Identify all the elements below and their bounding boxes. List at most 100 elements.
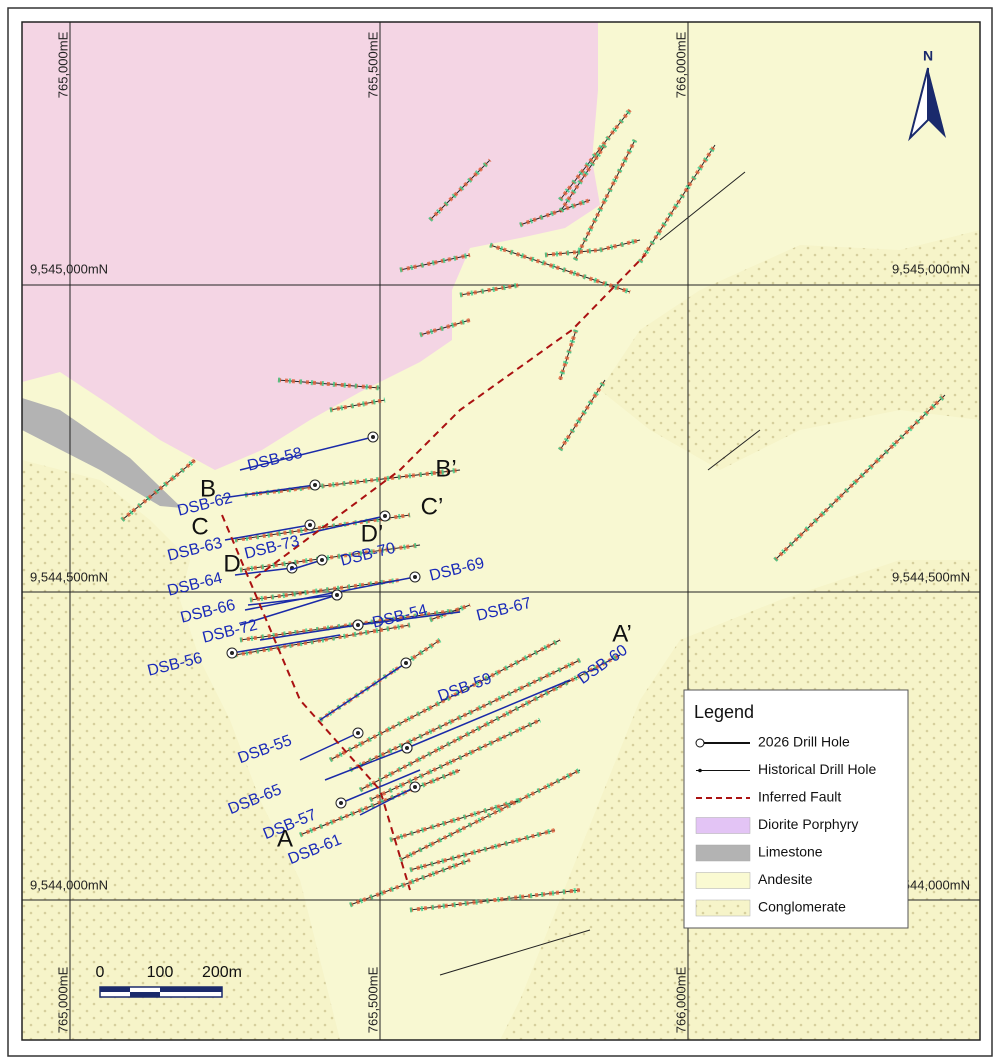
assay-intervals	[558, 108, 632, 202]
planned-hole	[224, 524, 311, 541]
legend-label: Historical Drill Hole	[758, 761, 876, 777]
drill-holes	[120, 108, 947, 976]
assay-intervals	[419, 318, 471, 337]
collar-dot	[308, 523, 312, 527]
north-label: N	[923, 48, 933, 64]
section-label: A	[277, 825, 293, 852]
northing-label: 9,544,000mN	[30, 877, 108, 892]
legend-label: Conglomerate	[758, 899, 846, 915]
collar-dot	[413, 575, 417, 579]
historical-hole	[489, 244, 631, 293]
planned-hole	[324, 747, 408, 781]
legend-title: Legend	[694, 702, 754, 722]
assay-intervals	[558, 329, 578, 381]
assay-intervals	[557, 143, 608, 214]
easting-label: 765,000mE	[55, 966, 70, 1033]
assay-intervals	[544, 248, 601, 257]
assay-intervals	[519, 198, 591, 227]
scale-label: 200m	[202, 964, 242, 981]
map-frame	[21, 21, 981, 1041]
collar-dot	[413, 785, 417, 789]
assay-intervals	[120, 458, 197, 522]
collar-dot	[405, 746, 409, 750]
easting-label: 766,000mE	[673, 31, 688, 98]
assay-intervals	[429, 603, 471, 622]
planned-hole	[259, 624, 359, 641]
section-label: C	[191, 513, 208, 540]
collar-dot	[404, 661, 408, 665]
assay-intervals	[459, 283, 521, 297]
assay-intervals	[572, 138, 638, 262]
planned-hole	[239, 436, 374, 471]
scale-segment	[160, 987, 222, 992]
assay-intervals	[277, 378, 381, 390]
assay-intervals	[599, 237, 641, 253]
assay-intervals	[239, 607, 461, 643]
planned-hole	[239, 594, 338, 626]
assay-intervals	[234, 623, 411, 657]
inferred-fault	[221, 254, 646, 891]
northing-label: 9,544,500mN	[892, 569, 970, 584]
assay-intervals	[409, 888, 581, 912]
scale-label: 100	[147, 964, 174, 981]
easting-label: 766,000mE	[673, 966, 688, 1033]
assay-intervals	[239, 543, 421, 572]
collar-dot	[371, 435, 375, 439]
easting-label: 765,500mE	[365, 31, 380, 98]
limestone	[22, 398, 182, 508]
planned-hole	[231, 634, 341, 654]
section-label: B	[200, 475, 216, 502]
assay-intervals	[244, 468, 461, 497]
assay-intervals	[239, 608, 461, 642]
assay-intervals	[519, 197, 591, 228]
planned-hole	[357, 611, 461, 626]
assay-intervals	[637, 143, 718, 264]
section-label: D’	[361, 520, 384, 547]
planned-hole	[340, 769, 421, 804]
collar-dot	[230, 651, 234, 655]
assay-intervals	[329, 638, 561, 762]
section-label: C’	[421, 493, 444, 520]
historical-hole	[359, 654, 621, 791]
assay-intervals	[369, 718, 541, 802]
assay-intervals	[428, 158, 492, 222]
north-arrow-right	[928, 68, 946, 138]
scale-bar: 0 100 200m	[96, 964, 242, 998]
collar-dot	[335, 593, 339, 597]
legend-swatch	[698, 768, 702, 773]
legend-label: Andesite	[758, 871, 813, 887]
legend-label: 2026 Drill Hole	[758, 734, 850, 750]
collar-dot	[339, 801, 343, 805]
assay-intervals	[299, 767, 461, 838]
collar-dot	[313, 483, 317, 487]
assay-intervals	[234, 622, 411, 658]
planned-hole	[289, 559, 323, 571]
section-label: D	[223, 550, 240, 577]
legend-swatch	[695, 817, 751, 834]
historical-hole	[707, 429, 761, 471]
collar-dot	[356, 623, 360, 627]
historical-hole	[659, 171, 746, 241]
assay-intervals	[773, 393, 947, 562]
scale-segment	[100, 987, 130, 992]
historical-hole	[409, 829, 556, 871]
planned-hole	[359, 786, 416, 816]
assay-intervals	[399, 253, 471, 272]
legend-swatch	[695, 844, 751, 862]
assay-intervals	[329, 398, 386, 412]
planned-hole	[299, 515, 386, 536]
northing-label: 9,544,000mN	[892, 877, 970, 892]
easting-label: 765,500mE	[365, 966, 380, 1033]
collar-dot	[320, 558, 324, 562]
northing-label: 9,545,000mN	[30, 261, 108, 276]
planned-hole	[221, 484, 316, 499]
assay-intervals	[349, 858, 471, 907]
section-label: A’	[612, 620, 632, 647]
assay-intervals	[249, 578, 401, 602]
historical-hole	[559, 379, 606, 451]
northing-label: 9,544,500mN	[30, 569, 108, 584]
scale-segment	[130, 992, 160, 997]
assay-intervals	[349, 658, 581, 772]
legend-swatch	[695, 872, 751, 889]
legend-label: Diorite Porphyry	[758, 816, 858, 832]
